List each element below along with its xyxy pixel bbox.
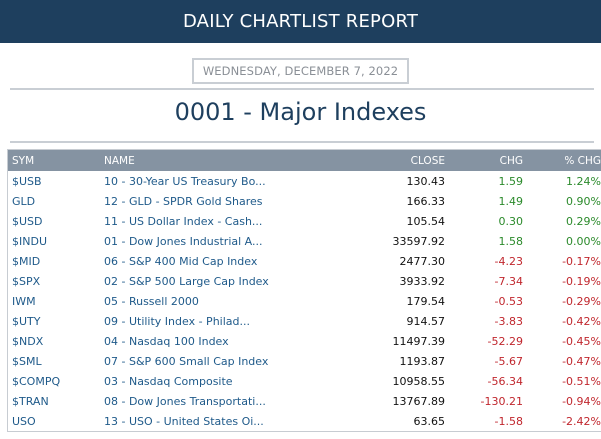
change-value: -4.23 — [494, 254, 523, 268]
close-value: 166.33 — [406, 194, 446, 208]
name-link[interactable]: 07 - S&P 600 Small Cap Index — [104, 354, 269, 368]
close-value: 13767.89 — [392, 394, 446, 408]
name-link[interactable]: 08 - Dow Jones Transportati... — [104, 394, 266, 408]
close-value: 914.57 — [406, 314, 446, 328]
percent-change-value: -0.94% — [562, 394, 601, 408]
symbol-link[interactable]: $COMPQ — [12, 374, 61, 388]
symbol-link[interactable]: $NDX — [12, 334, 44, 348]
name-link[interactable]: 06 - S&P 400 Mid Cap Index — [104, 254, 258, 268]
name-link[interactable]: 13 - USO - United States Oi... — [104, 414, 264, 428]
symbol-link[interactable]: IWM — [12, 294, 36, 308]
percent-change-value: -0.19% — [562, 274, 601, 288]
name-link[interactable]: 05 - Russell 2000 — [104, 294, 199, 308]
chartlist-title: 0001 - Major Indexes — [174, 98, 427, 126]
symbol-link[interactable]: USO — [12, 414, 36, 428]
change-value: -0.53 — [494, 294, 523, 308]
close-value: 105.54 — [406, 214, 446, 228]
column-header-close[interactable]: CLOSE — [314, 149, 449, 171]
close-value: 130.43 — [406, 174, 446, 188]
symbol-link[interactable]: GLD — [12, 194, 36, 208]
change-value: -1.58 — [494, 414, 523, 428]
symbol-link[interactable]: $USB — [12, 174, 42, 188]
change-value: -130.21 — [480, 394, 523, 408]
table-row[interactable]: $SPX 02 - S&P 500 Large Cap Index 3933.92 -… — [8, 271, 601, 291]
column-header-chg[interactable]: CHG — [449, 149, 527, 171]
name-link[interactable]: 12 - GLD - SPDR Gold Shares — [104, 194, 263, 208]
close-value: 1193.87 — [399, 354, 446, 368]
percent-change-value: -0.29% — [562, 294, 601, 308]
divider — [10, 141, 594, 143]
percent-change-value: 1.24% — [566, 174, 601, 188]
percent-change-value: 0.90% — [566, 194, 601, 208]
chartlist-table: SYM NAME CLOSE CHG % CHG $USB 10 - 30-Yea… — [7, 149, 601, 432]
change-value: -56.34 — [487, 374, 523, 388]
close-value: 2477.30 — [399, 254, 446, 268]
symbol-link[interactable]: $TRAN — [12, 394, 49, 408]
close-value: 179.54 — [406, 294, 446, 308]
percent-change-value: -0.47% — [562, 354, 601, 368]
table-row[interactable]: $COMPQ 03 - Nasdaq Composite 10958.55 -56.3… — [8, 371, 601, 391]
table-row[interactable]: IWM 05 - Russell 2000 179.54 -0.53 -0.29% — [8, 291, 601, 311]
percent-change-value: -0.17% — [562, 254, 601, 268]
percent-change-value: -0.42% — [562, 314, 601, 328]
symbol-link[interactable]: $MID — [12, 254, 41, 268]
close-value: 33597.92 — [392, 234, 446, 248]
symbol-link[interactable]: $INDU — [12, 234, 47, 248]
change-value: -52.29 — [487, 334, 523, 348]
percent-change-value: -0.45% — [562, 334, 601, 348]
symbol-link[interactable]: $SPX — [12, 274, 41, 288]
symbol-link[interactable]: $SML — [12, 354, 42, 368]
column-header-name[interactable]: NAME — [100, 149, 314, 171]
symbol-link[interactable]: $UTY — [12, 314, 41, 328]
percent-change-value: 0.00% — [566, 234, 601, 248]
column-header-sym[interactable]: SYM — [7, 149, 100, 171]
name-link[interactable]: 03 - Nasdaq Composite — [104, 374, 233, 388]
change-value: 1.59 — [498, 174, 524, 188]
table-header-row: SYM NAME CLOSE CHG % CHG — [7, 149, 601, 171]
table-row[interactable]: USO 13 - USO - United States Oi... 63.65 -1… — [8, 411, 601, 432]
change-value: 0.30 — [498, 214, 524, 228]
change-value: -3.83 — [494, 314, 523, 328]
name-link[interactable]: 09 - Utility Index - Philad... — [104, 314, 250, 328]
change-value: 1.49 — [498, 194, 524, 208]
table-row[interactable]: GLD 12 - GLD - SPDR Gold Shares 166.33 1.49… — [8, 191, 601, 211]
close-value: 11497.39 — [392, 334, 446, 348]
table-row[interactable]: $UTY 09 - Utility Index - Philad... 914.57… — [8, 311, 601, 331]
report-header-title: DAILY CHARTLIST REPORT — [182, 11, 419, 32]
table-row[interactable]: $NDX 04 - Nasdaq 100 Index 11497.39 -52.29 -… — [8, 331, 601, 351]
close-value: 10958.55 — [392, 374, 446, 388]
percent-change-value: -2.42% — [562, 414, 601, 428]
close-value: 3933.92 — [399, 274, 446, 288]
divider — [10, 88, 594, 90]
table-row[interactable]: $TRAN 08 - Dow Jones Transportati... 13767… — [8, 391, 601, 411]
percent-change-value: -0.51% — [562, 374, 601, 388]
change-value: -5.67 — [494, 354, 523, 368]
percent-change-value: 0.29% — [566, 214, 601, 228]
report-date: WEDNESDAY, DECEMBER 7, 2022 — [191, 58, 410, 84]
report-header: DAILY CHARTLIST REPORT — [0, 0, 601, 43]
name-link[interactable]: 01 - Dow Jones Industrial A... — [104, 234, 263, 248]
table-row[interactable]: $SML 07 - S&P 600 Small Cap Index 1193.87 -… — [8, 351, 601, 371]
table-row[interactable]: $MID 06 - S&P 400 Mid Cap Index 2477.30 -4.… — [8, 251, 601, 271]
name-link[interactable]: 10 - 30-Year US Treasury Bo... — [104, 174, 266, 188]
symbol-link[interactable]: $USD — [12, 214, 43, 228]
column-header-pct-chg[interactable]: % CHG — [527, 149, 601, 171]
change-value: -7.34 — [494, 274, 523, 288]
table-row[interactable]: $USD 11 - US Dollar Index - Cash... 105.54… — [8, 211, 601, 231]
change-value: 1.58 — [498, 234, 524, 248]
name-link[interactable]: 04 - Nasdaq 100 Index — [104, 334, 229, 348]
name-link[interactable]: 02 - S&P 500 Large Cap Index — [104, 274, 269, 288]
close-value: 63.65 — [413, 414, 446, 428]
table-row[interactable]: $INDU 01 - Dow Jones Industrial A... 33597… — [8, 231, 601, 251]
name-link[interactable]: 11 - US Dollar Index - Cash... — [104, 214, 263, 228]
table-row[interactable]: $USB 10 - 30-Year US Treasury Bo... 130.43… — [8, 171, 601, 191]
